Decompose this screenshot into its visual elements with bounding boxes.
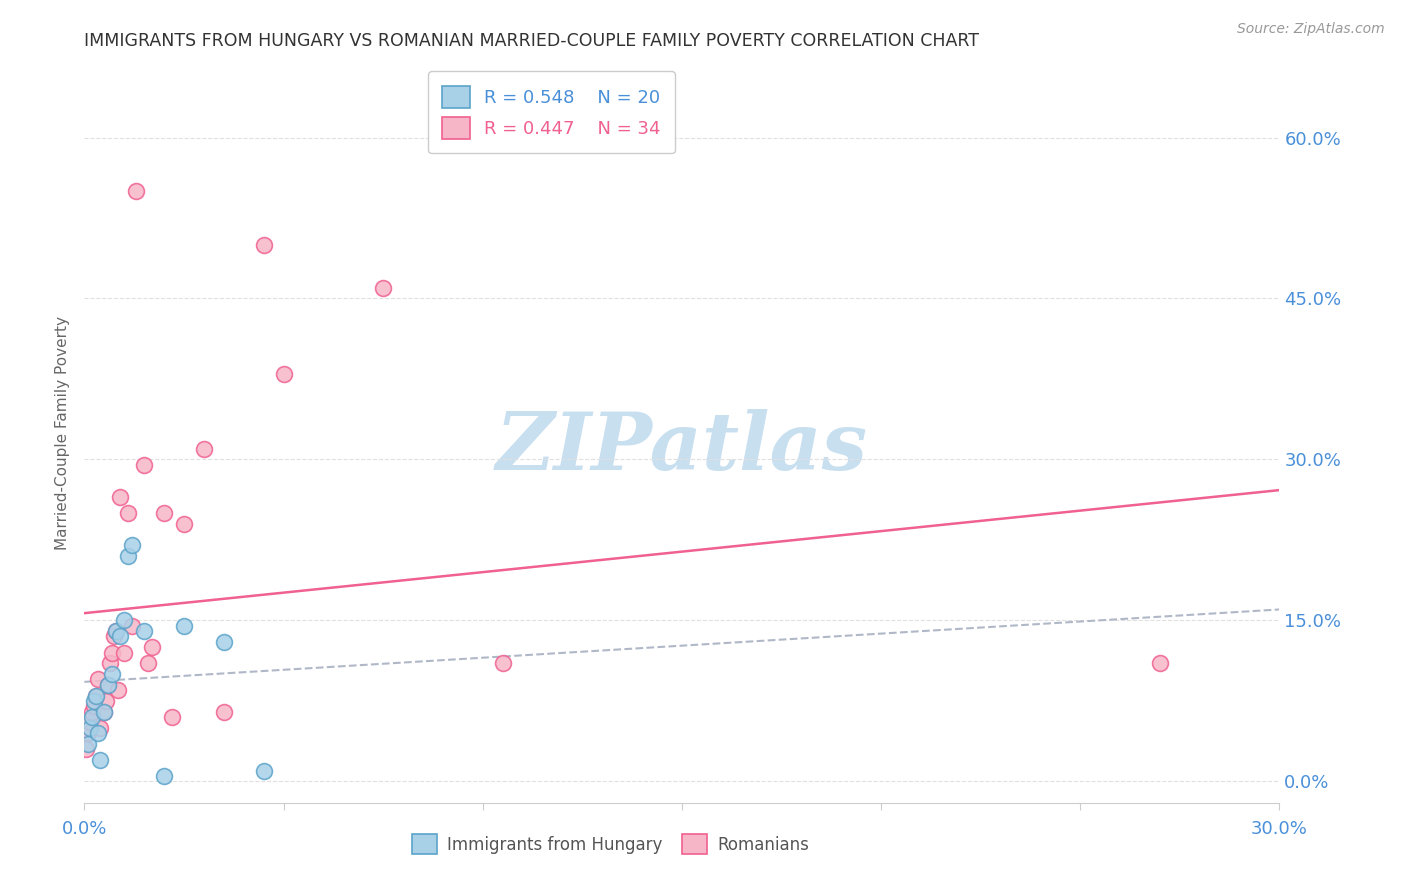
Point xyxy=(112,646,135,660)
Point xyxy=(101,646,124,660)
Point xyxy=(97,678,120,692)
Point xyxy=(173,619,195,633)
Point xyxy=(173,516,195,531)
Point xyxy=(1149,657,1171,671)
Point xyxy=(98,657,121,671)
Point xyxy=(110,490,132,504)
Point xyxy=(117,549,139,563)
Point xyxy=(153,769,176,783)
Point xyxy=(83,699,105,714)
Point xyxy=(212,635,235,649)
Point xyxy=(89,753,111,767)
Point xyxy=(121,619,143,633)
Point xyxy=(75,742,97,756)
Point xyxy=(132,458,156,472)
Point xyxy=(86,689,108,703)
Text: 30.0%: 30.0% xyxy=(1251,821,1308,838)
Point xyxy=(89,721,111,735)
Point xyxy=(112,614,135,628)
Point xyxy=(141,640,163,655)
Point xyxy=(77,737,100,751)
Point xyxy=(193,442,215,456)
Point xyxy=(105,624,128,639)
Text: IMMIGRANTS FROM HUNGARY VS ROMANIAN MARRIED-COUPLE FAMILY POVERTY CORRELATION CH: IMMIGRANTS FROM HUNGARY VS ROMANIAN MARR… xyxy=(84,32,980,50)
Point xyxy=(93,705,115,719)
Point xyxy=(132,624,156,639)
Point xyxy=(107,683,129,698)
Point xyxy=(97,678,120,692)
Point xyxy=(492,657,515,671)
Point xyxy=(110,630,132,644)
Text: Source: ZipAtlas.com: Source: ZipAtlas.com xyxy=(1237,22,1385,37)
Point xyxy=(253,764,276,778)
Text: ZIPatlas: ZIPatlas xyxy=(496,409,868,486)
Point xyxy=(87,673,110,687)
Point xyxy=(83,694,105,708)
Point xyxy=(86,689,108,703)
Point xyxy=(153,506,176,520)
Point xyxy=(212,705,235,719)
Point xyxy=(121,538,143,552)
Point xyxy=(96,694,118,708)
Point xyxy=(101,667,124,681)
Point xyxy=(79,715,101,730)
Point xyxy=(160,710,183,724)
Point xyxy=(87,726,110,740)
Point xyxy=(103,630,125,644)
Point xyxy=(82,705,104,719)
Legend: Immigrants from Hungary, Romanians: Immigrants from Hungary, Romanians xyxy=(405,828,815,861)
Point xyxy=(82,710,104,724)
Y-axis label: Married-Couple Family Poverty: Married-Couple Family Poverty xyxy=(55,316,70,549)
Point xyxy=(77,726,100,740)
Point xyxy=(125,184,148,198)
Text: 0.0%: 0.0% xyxy=(62,821,107,838)
Point xyxy=(136,657,159,671)
Point xyxy=(273,367,295,381)
Point xyxy=(117,506,139,520)
Point xyxy=(253,237,276,252)
Point xyxy=(373,281,395,295)
Point xyxy=(93,705,115,719)
Point xyxy=(79,721,101,735)
Point xyxy=(105,624,128,639)
